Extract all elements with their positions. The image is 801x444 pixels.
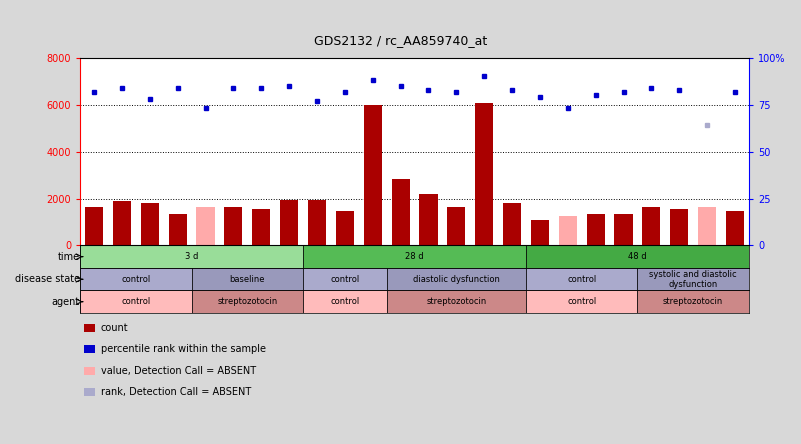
- Bar: [191, 268, 303, 290]
- Text: disease state: disease state: [15, 274, 80, 284]
- Bar: [670, 209, 688, 246]
- Bar: [420, 194, 437, 246]
- Text: time: time: [58, 252, 80, 262]
- Text: streptozotocin: streptozotocin: [217, 297, 277, 306]
- Text: control: control: [121, 297, 151, 306]
- Bar: [308, 200, 326, 246]
- Bar: [196, 207, 215, 246]
- Text: baseline: baseline: [230, 275, 265, 284]
- Bar: [526, 290, 638, 313]
- Text: systolic and diastolic
dysfunction: systolic and diastolic dysfunction: [650, 270, 737, 289]
- Bar: [191, 290, 303, 313]
- Text: control: control: [567, 275, 597, 284]
- Bar: [113, 201, 131, 246]
- Bar: [638, 290, 749, 313]
- Bar: [141, 203, 159, 246]
- Text: percentile rank within the sample: percentile rank within the sample: [101, 345, 266, 354]
- Bar: [364, 105, 382, 246]
- Bar: [638, 268, 749, 290]
- Bar: [642, 207, 661, 246]
- Text: value, Detection Call = ABSENT: value, Detection Call = ABSENT: [101, 366, 256, 376]
- Bar: [85, 207, 103, 246]
- Bar: [303, 268, 387, 290]
- Text: agent: agent: [52, 297, 80, 307]
- Bar: [252, 209, 270, 246]
- Bar: [526, 246, 749, 268]
- Text: control: control: [121, 275, 151, 284]
- Bar: [614, 214, 633, 246]
- Text: control: control: [330, 275, 360, 284]
- Text: 28 d: 28 d: [405, 252, 424, 261]
- Bar: [526, 268, 638, 290]
- Bar: [531, 220, 549, 246]
- Bar: [303, 290, 387, 313]
- Text: streptozotocin: streptozotocin: [426, 297, 486, 306]
- Bar: [392, 178, 409, 246]
- Bar: [80, 290, 191, 313]
- Bar: [387, 268, 526, 290]
- Bar: [503, 203, 521, 246]
- Text: diastolic dysfunction: diastolic dysfunction: [413, 275, 500, 284]
- Text: count: count: [101, 323, 128, 333]
- Bar: [387, 290, 526, 313]
- Bar: [559, 216, 577, 246]
- Text: control: control: [567, 297, 597, 306]
- Bar: [586, 214, 605, 246]
- Text: control: control: [330, 297, 360, 306]
- Bar: [80, 246, 303, 268]
- Bar: [475, 103, 493, 246]
- Text: GDS2132 / rc_AA859740_at: GDS2132 / rc_AA859740_at: [314, 34, 487, 47]
- Bar: [168, 214, 187, 246]
- Text: streptozotocin: streptozotocin: [663, 297, 723, 306]
- Bar: [224, 207, 243, 246]
- Bar: [280, 200, 298, 246]
- Bar: [726, 211, 744, 246]
- Bar: [698, 207, 716, 246]
- Bar: [447, 207, 465, 246]
- Text: 48 d: 48 d: [628, 252, 646, 261]
- Bar: [303, 246, 526, 268]
- Bar: [336, 211, 354, 246]
- Text: rank, Detection Call = ABSENT: rank, Detection Call = ABSENT: [101, 387, 252, 397]
- Bar: [80, 268, 191, 290]
- Text: 3 d: 3 d: [185, 252, 199, 261]
